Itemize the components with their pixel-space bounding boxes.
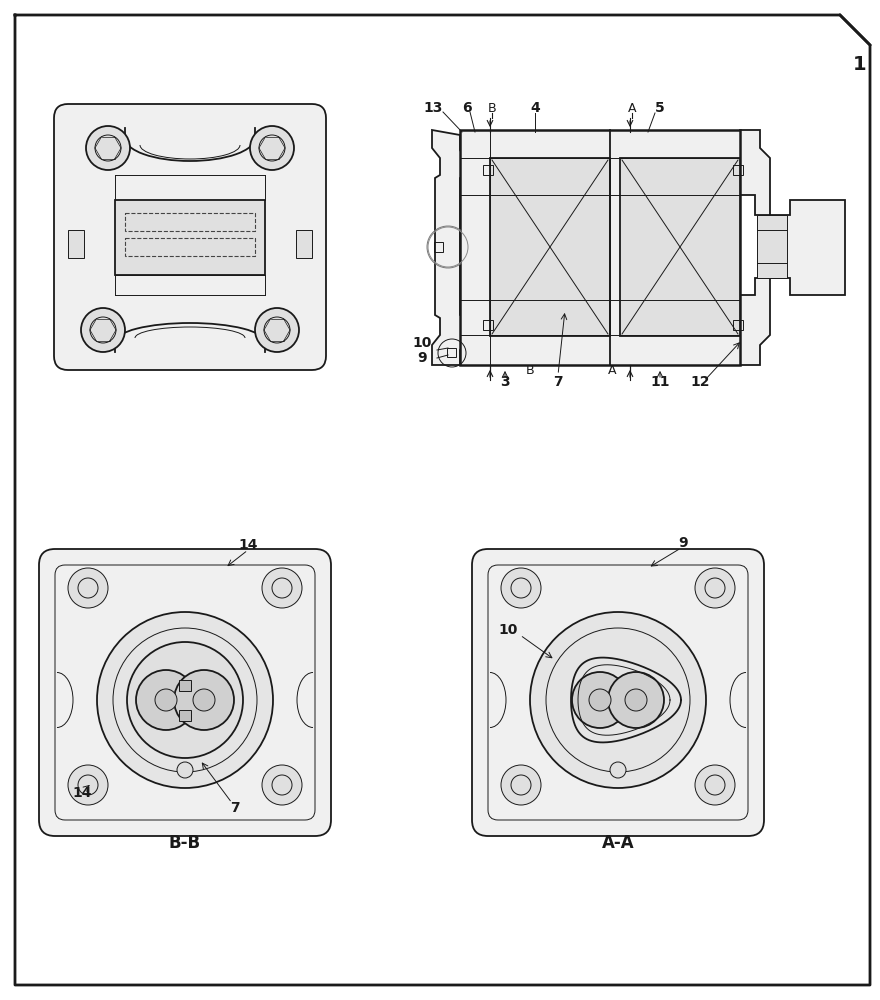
Text: 11: 11 (650, 375, 670, 389)
Bar (115, 200, 265, 275)
Text: A: A (627, 102, 636, 114)
Text: 9: 9 (678, 536, 688, 550)
Text: 3: 3 (500, 375, 510, 389)
Text: 7: 7 (231, 801, 240, 815)
Circle shape (608, 672, 664, 728)
Circle shape (86, 126, 130, 170)
Circle shape (68, 765, 108, 805)
Bar (483, 320, 493, 330)
Text: 9: 9 (417, 351, 427, 365)
Circle shape (250, 126, 294, 170)
Text: 1: 1 (854, 55, 867, 74)
Text: 13: 13 (423, 101, 443, 115)
Text: 12: 12 (690, 375, 710, 389)
Text: B-B: B-B (169, 834, 201, 852)
Circle shape (262, 765, 302, 805)
Text: 10: 10 (413, 336, 432, 350)
Circle shape (97, 612, 273, 788)
Circle shape (572, 672, 628, 728)
Text: 14: 14 (72, 786, 92, 800)
Text: A-A: A-A (602, 834, 634, 852)
Circle shape (589, 689, 611, 711)
Bar (483, 165, 493, 175)
Text: A: A (608, 363, 616, 376)
Bar (490, 158, 610, 336)
Circle shape (262, 568, 302, 608)
Bar (434, 242, 443, 252)
Circle shape (177, 762, 193, 778)
Circle shape (530, 612, 706, 788)
Bar (733, 320, 743, 330)
Polygon shape (432, 130, 465, 365)
Circle shape (68, 568, 108, 608)
Circle shape (127, 642, 243, 758)
Text: 10: 10 (498, 623, 517, 637)
Bar (68, 230, 84, 258)
Circle shape (255, 308, 299, 352)
Circle shape (501, 765, 541, 805)
Circle shape (136, 670, 196, 730)
Bar (125, 238, 255, 256)
FancyBboxPatch shape (472, 549, 764, 836)
Circle shape (193, 689, 215, 711)
Text: 5: 5 (655, 101, 665, 115)
Bar (179, 680, 191, 691)
Circle shape (695, 765, 735, 805)
Bar (620, 158, 740, 336)
Text: 6: 6 (462, 101, 472, 115)
Polygon shape (740, 130, 845, 365)
Circle shape (155, 689, 177, 711)
Text: B: B (488, 102, 496, 114)
Text: B: B (525, 363, 534, 376)
Circle shape (695, 568, 735, 608)
Text: 4: 4 (530, 101, 539, 115)
Bar (733, 165, 743, 175)
FancyBboxPatch shape (54, 104, 326, 370)
Circle shape (610, 762, 626, 778)
Bar (460, 130, 740, 365)
Bar (296, 230, 312, 258)
Circle shape (501, 568, 541, 608)
Circle shape (174, 670, 234, 730)
Bar (447, 348, 456, 357)
Circle shape (81, 308, 125, 352)
Text: 7: 7 (554, 375, 563, 389)
FancyBboxPatch shape (39, 549, 331, 836)
Bar (757, 215, 787, 278)
Bar (179, 710, 191, 721)
Bar (125, 213, 255, 231)
Circle shape (625, 689, 647, 711)
Text: 14: 14 (238, 538, 258, 552)
